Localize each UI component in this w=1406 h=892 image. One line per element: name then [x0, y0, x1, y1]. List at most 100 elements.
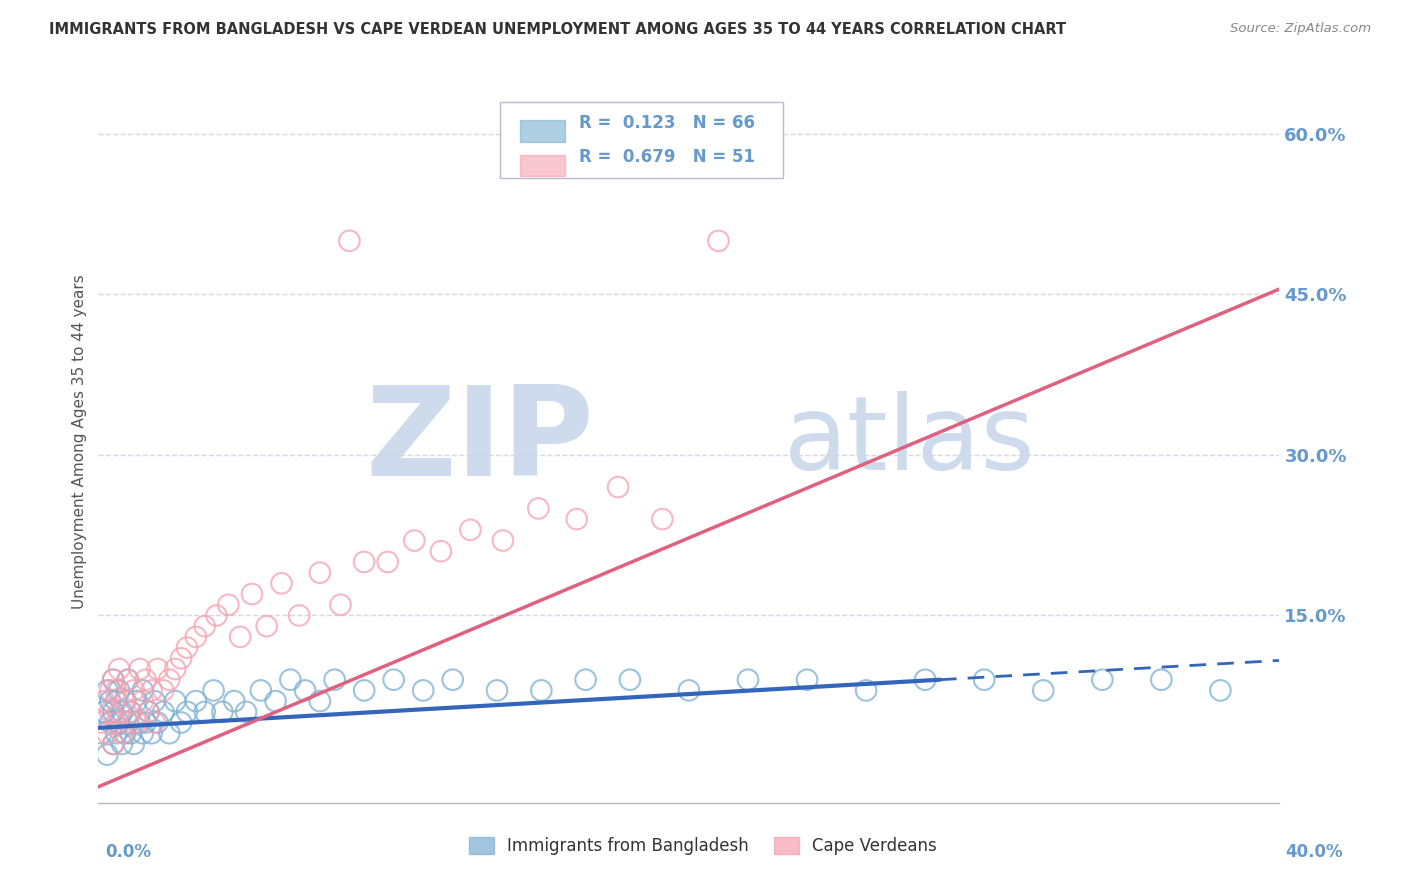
Text: Source: ZipAtlas.com: Source: ZipAtlas.com: [1230, 22, 1371, 36]
Point: [619, 673, 641, 687]
Point: [105, 683, 128, 698]
Point: [294, 683, 316, 698]
Point: [108, 683, 131, 698]
Point: [575, 673, 598, 687]
Point: [205, 608, 228, 623]
Point: [96, 747, 118, 762]
Text: ZIP: ZIP: [366, 381, 595, 502]
Point: [1150, 673, 1173, 687]
Point: [120, 705, 142, 719]
Point: [527, 501, 550, 516]
Point: [117, 715, 139, 730]
Point: [194, 619, 217, 633]
Point: [128, 662, 150, 676]
Point: [353, 683, 375, 698]
Point: [90, 715, 112, 730]
Point: [165, 662, 187, 676]
Point: [138, 705, 160, 719]
Point: [132, 694, 155, 708]
Point: [678, 683, 700, 698]
Point: [96, 683, 118, 698]
Text: R =  0.679   N = 51: R = 0.679 N = 51: [579, 148, 755, 166]
Point: [707, 234, 730, 248]
Point: [176, 705, 198, 719]
Point: [288, 608, 311, 623]
Point: [141, 726, 163, 740]
Point: [93, 705, 115, 719]
Point: [651, 512, 673, 526]
Point: [108, 715, 131, 730]
Point: [103, 737, 125, 751]
Point: [105, 715, 128, 730]
Point: [93, 694, 115, 708]
Point: [138, 705, 160, 719]
Point: [103, 705, 125, 719]
Point: [256, 619, 278, 633]
Point: [224, 694, 246, 708]
Point: [157, 726, 180, 740]
Point: [98, 694, 121, 708]
Point: [1091, 673, 1114, 687]
Point: [184, 630, 207, 644]
Point: [194, 705, 217, 719]
Point: [235, 705, 257, 719]
Text: 0.0%: 0.0%: [105, 843, 152, 861]
Point: [309, 566, 332, 580]
Point: [120, 705, 142, 719]
Point: [146, 715, 169, 730]
Point: [152, 683, 174, 698]
Point: [377, 555, 399, 569]
Point: [211, 705, 233, 719]
Point: [98, 715, 121, 730]
Point: [103, 673, 125, 687]
Point: [135, 673, 157, 687]
Text: R =  0.123   N = 66: R = 0.123 N = 66: [579, 113, 755, 132]
Y-axis label: Unemployment Among Ages 35 to 44 years: Unemployment Among Ages 35 to 44 years: [72, 274, 87, 609]
Point: [125, 715, 148, 730]
Point: [270, 576, 292, 591]
Point: [250, 683, 273, 698]
Point: [111, 726, 134, 740]
Point: [157, 673, 180, 687]
Point: [530, 683, 553, 698]
Point: [184, 694, 207, 708]
Point: [105, 726, 128, 740]
FancyBboxPatch shape: [501, 102, 783, 178]
Point: [90, 726, 112, 740]
Point: [117, 673, 139, 687]
Point: [143, 694, 166, 708]
Point: [103, 737, 125, 751]
Point: [146, 662, 169, 676]
Point: [120, 726, 142, 740]
Point: [353, 555, 375, 569]
Point: [264, 694, 287, 708]
Text: atlas: atlas: [783, 391, 1035, 492]
Point: [441, 673, 464, 687]
Point: [111, 705, 134, 719]
Point: [329, 598, 352, 612]
Point: [973, 673, 995, 687]
Point: [309, 694, 332, 708]
Point: [737, 673, 759, 687]
Point: [217, 598, 239, 612]
Bar: [520, 120, 565, 142]
Point: [98, 683, 121, 698]
Point: [412, 683, 434, 698]
Point: [141, 683, 163, 698]
Point: [323, 673, 346, 687]
Text: 40.0%: 40.0%: [1285, 843, 1343, 861]
Point: [132, 726, 155, 740]
Point: [170, 651, 193, 665]
Point: [796, 673, 818, 687]
Point: [165, 694, 187, 708]
Point: [229, 630, 252, 644]
Point: [125, 694, 148, 708]
Point: [486, 683, 509, 698]
Point: [143, 715, 166, 730]
Point: [114, 726, 136, 740]
Legend: Immigrants from Bangladesh, Cape Verdeans: Immigrants from Bangladesh, Cape Verdean…: [463, 830, 943, 862]
Point: [135, 715, 157, 730]
Point: [240, 587, 263, 601]
Point: [152, 705, 174, 719]
Point: [98, 705, 121, 719]
